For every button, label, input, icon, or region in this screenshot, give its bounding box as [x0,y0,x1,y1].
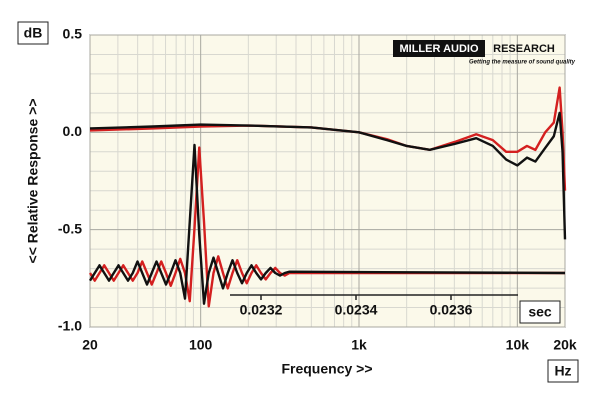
x-tick-label: 20k [553,337,577,353]
x-tick-label: 1k [351,337,367,353]
line-series [88,143,566,305]
logo-box [393,40,485,57]
inset-tick-label: 0.0236 [430,302,473,318]
y-tick-label: -0.5 [58,220,82,236]
x-tick-label: 100 [189,337,213,353]
x-axis-label: Frequency >> [281,361,372,377]
inset-x-unit: sec [528,304,552,320]
line-series [88,146,565,308]
x-tick-label: 20 [82,337,98,353]
y-tick-label: -1.0 [58,318,82,334]
x-unit: Hz [554,363,571,379]
y-tick-label: 0.0 [63,123,83,139]
unit-box [17,21,49,45]
marks [88,86,567,308]
inset-tick-label: 0.0234 [335,302,378,318]
unit-box [547,359,579,383]
line-series [89,111,567,240]
logo: MILLER AUDIO RESEARCH Getting the measur… [393,40,576,66]
x-tick-label: 10k [506,337,530,353]
logo-text: RESEARCH [493,43,555,55]
logo-text: MILLER AUDIO [399,43,478,55]
logo-tagline: Getting the measure of sound quality [469,60,576,66]
inset-tick-label: 0.0232 [240,302,283,318]
y-axis-label: << Relative Response >> [25,99,41,264]
y-tick-label: 0.5 [63,26,83,42]
grid [89,34,566,328]
y-unit: dB [24,25,43,41]
plot-area [89,34,566,328]
unit-box [519,300,561,324]
